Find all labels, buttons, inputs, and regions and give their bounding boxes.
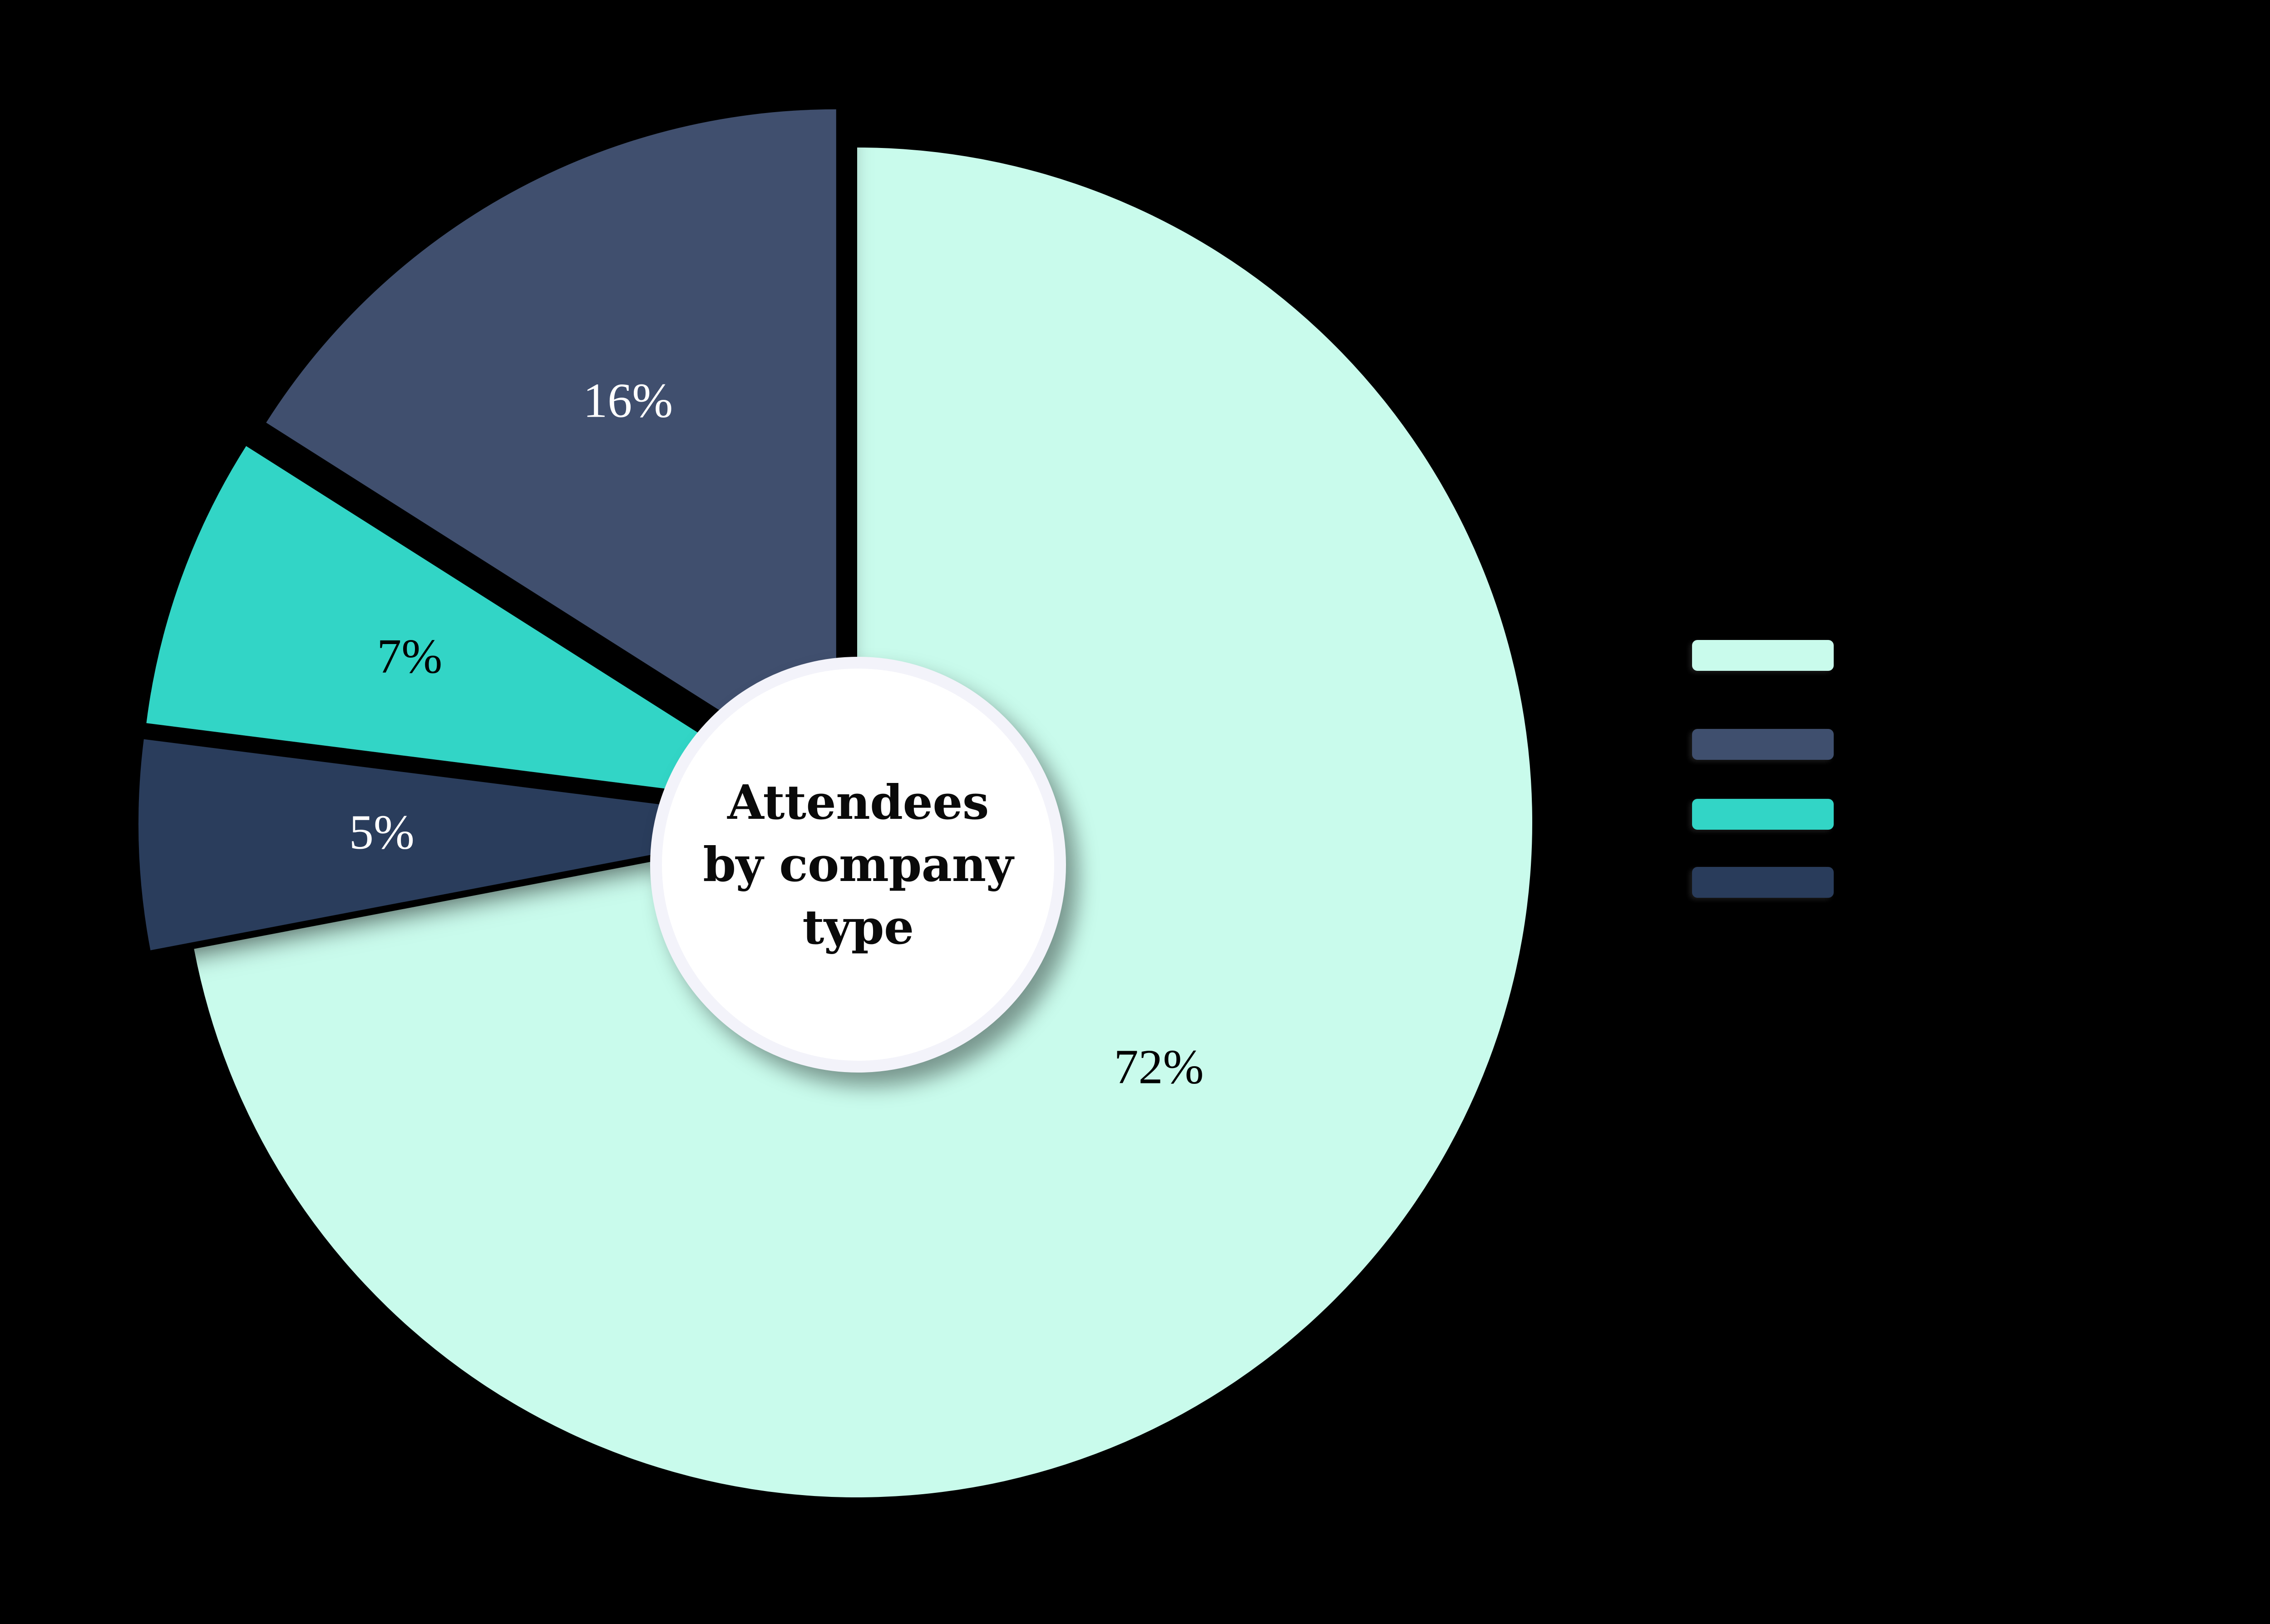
pie-slice-label: 72% bbox=[1114, 1040, 1204, 1094]
pie-slice[interactable] bbox=[146, 446, 816, 808]
legend-item[interactable] bbox=[1692, 640, 2270, 671]
donut-center-label-line: by company bbox=[703, 837, 1013, 893]
pie-slice-label: 7% bbox=[377, 630, 442, 684]
pie-slice[interactable] bbox=[138, 739, 814, 950]
donut-center-label: Attendees by company type bbox=[699, 771, 1017, 958]
legend-item[interactable] bbox=[1692, 729, 2270, 760]
legend-item[interactable] bbox=[1692, 867, 2270, 898]
pie-slice-label: 16% bbox=[583, 374, 673, 428]
pie-slice-label: 5% bbox=[349, 806, 415, 860]
donut-center-hole: Attendees by company type bbox=[650, 657, 1066, 1073]
legend-swatch bbox=[1692, 640, 1834, 671]
donut-center-label-line: type bbox=[802, 899, 914, 955]
legend-swatch bbox=[1692, 729, 1834, 760]
chart-legend bbox=[1692, 640, 2270, 1048]
pie-slice[interactable] bbox=[266, 109, 836, 784]
pie-chart: 72% 16% 7% 5% Attendees by company type bbox=[138, 109, 1533, 1497]
donut-center-label-line: Attendees bbox=[727, 774, 989, 831]
legend-swatch bbox=[1692, 867, 1834, 898]
legend-item[interactable] bbox=[1692, 799, 2270, 830]
legend-swatch bbox=[1692, 799, 1834, 830]
pie-slice-labels: 72% 16% 7% 5% bbox=[349, 374, 1204, 1094]
